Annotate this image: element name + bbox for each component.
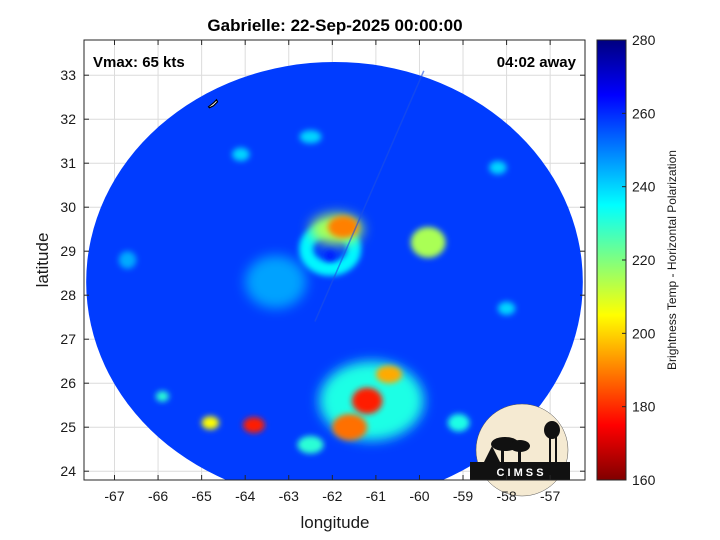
y-tick-label: 26 [60,375,76,391]
colorbar-tick-label: 220 [632,252,656,268]
y-tick-label: 29 [60,243,76,259]
x-tick-label: -66 [148,488,168,504]
colorbar-tick-label: 200 [632,325,656,341]
feature-band-west [245,255,307,309]
plot-title: Gabrielle: 22-Sep-2025 00:00:00 [207,16,462,35]
y-axis-label: latitude [33,233,52,288]
colorbar-tick-label: 260 [632,105,656,121]
y-tick-label: 27 [60,331,76,347]
y-tick-label: 32 [60,111,76,127]
x-tick-label: -58 [496,488,516,504]
y-tick-label: 33 [60,67,76,83]
x-tick-label: -65 [192,488,212,504]
feature-south-band-1 [351,387,383,414]
cimss-logo-text: C I M S S [496,467,543,479]
feature-sw-cell-2 [201,416,220,430]
colorbar-label: Brightness Temp - Horizontal Polarizatio… [665,150,679,370]
feature-cell-right [447,414,470,432]
colorbar-tick-label: 280 [632,32,656,48]
x-tick-label: -57 [540,488,560,504]
time-away-label: 04:02 away [497,54,577,71]
colorbar-tick-label: 180 [632,399,656,415]
cimss-logo: C I M S S [470,403,570,497]
feature-sw-cell-4 [297,436,324,454]
feature-cell-north-2 [299,130,322,144]
feature-eye [324,250,336,261]
feature-south-band-3 [375,365,403,384]
vmax-label: Vmax: 65 kts [93,54,185,71]
colorbar: 160 180 200 220 240 260 280 Brightness Temp - … [596,32,679,488]
x-tick-label: -64 [235,488,255,504]
feature-cell-east [497,301,516,315]
x-axis-ticks: -67 -66 -65 -64 -63 -62 -61 -60 -59 -58 -57 [104,40,560,504]
colorbar-tick-label: 160 [632,472,656,488]
feature-ne-band [410,227,446,258]
feature-sw-cell-1 [243,417,265,433]
y-tick-label: 24 [60,463,76,479]
y-tick-label: 28 [60,287,76,303]
feature-north-eyewall-hot [327,216,359,238]
x-tick-label: -60 [409,488,429,504]
x-tick-label: -62 [322,488,342,504]
feature-cell-nw [232,147,250,161]
y-tick-label: 31 [60,155,76,171]
colorbar-gradient [596,39,627,481]
convective-features [118,130,516,454]
feature-cell-west [118,251,137,269]
y-tick-label: 25 [60,419,76,435]
bermuda-outline [207,98,219,109]
y-axis-ticks: 24 25 26 27 28 29 30 31 32 33 [60,67,585,479]
colorbar-ticks: 160 180 200 220 240 260 280 [622,32,656,488]
x-tick-label: -63 [279,488,299,504]
feature-cell-north-1 [489,161,507,175]
colorbar-tick-label: 240 [632,179,656,195]
x-axis-label: longitude [300,513,369,532]
feature-sw-cell-3 [155,391,169,402]
axes-frame [83,39,586,481]
y-tick-label: 30 [60,199,76,215]
x-tick-label: -67 [104,488,124,504]
swath-seam [314,70,425,322]
x-tick-label: -59 [453,488,473,504]
x-tick-label: -61 [366,488,386,504]
swath-image [86,62,583,480]
feature-south-band-2 [332,414,368,441]
